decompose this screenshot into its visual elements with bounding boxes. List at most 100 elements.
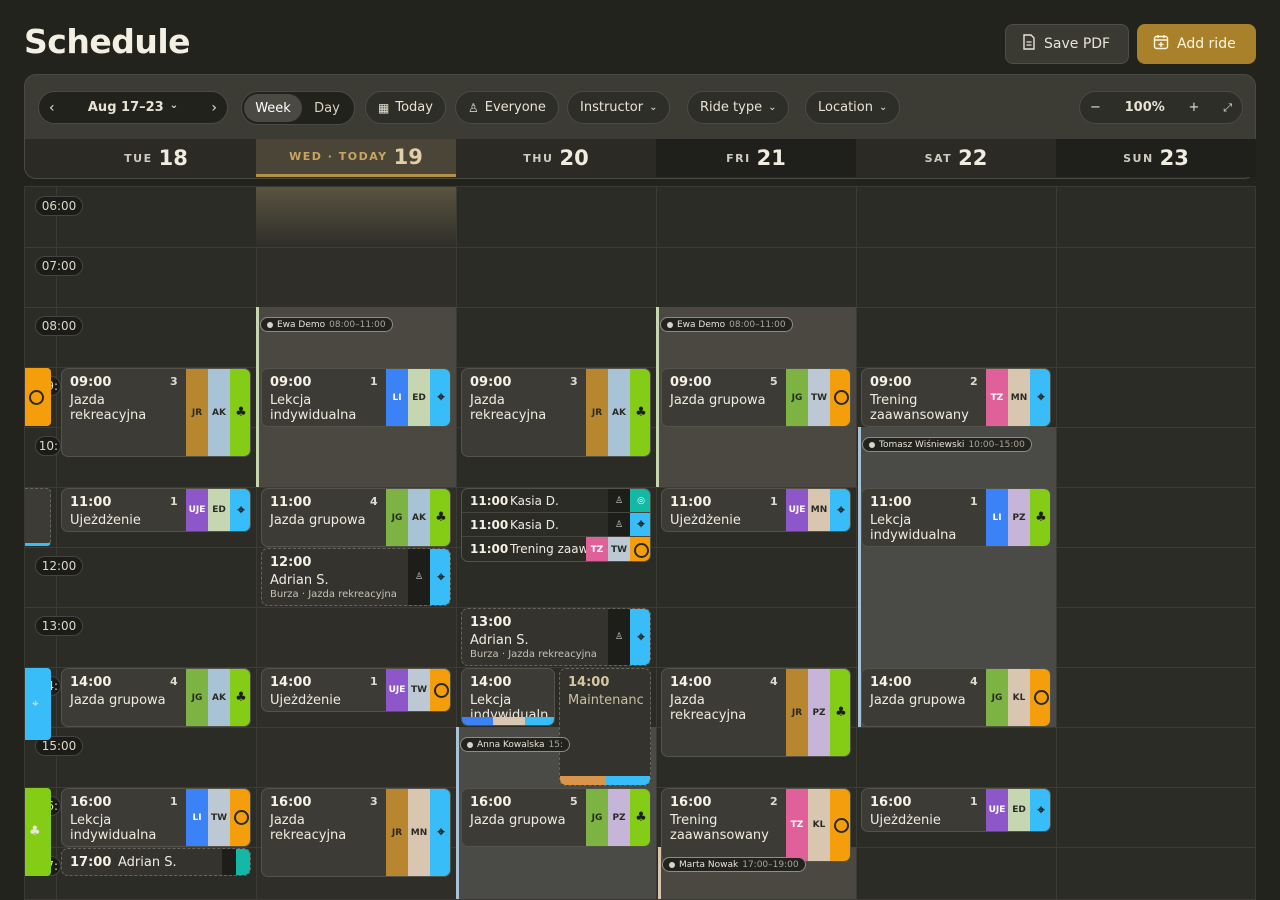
event-count: 1 bbox=[170, 795, 178, 808]
event-card[interactable]: 16:00 1 Ujeżdżenie UJE ED ⌖ bbox=[861, 788, 1051, 832]
event-card[interactable]: 16:00 5 Jazda grupowa JG PZ ♣ bbox=[461, 788, 651, 847]
event-card[interactable]: 14:00 Lekcja indywidualn bbox=[461, 668, 555, 726]
ride-type-filter[interactable]: Ride type ⌄ bbox=[687, 91, 790, 124]
location-strip: ♣ bbox=[230, 369, 250, 456]
expand-icon[interactable]: ⤢ bbox=[1223, 100, 1232, 114]
instructor-tag: JR bbox=[386, 789, 408, 876]
tab-day[interactable]: Day bbox=[314, 100, 340, 116]
event-card[interactable]: 11:00 1 Lekcja indywidualna LI PZ ♣ bbox=[861, 488, 1051, 547]
event-card[interactable]: 09:00 2 Trening zaawansowany TZ MN ⌖ bbox=[861, 368, 1051, 427]
event-fragment[interactable] bbox=[25, 488, 51, 546]
zoom-in-icon[interactable]: + bbox=[1188, 100, 1200, 115]
event-time: 14:00 bbox=[70, 675, 112, 690]
event-card[interactable]: 09:00 3 Jazda rekreacyjna JR AK ♣ bbox=[461, 368, 651, 457]
tree-icon: ♣ bbox=[235, 405, 247, 420]
event-time: 11:00 bbox=[470, 542, 509, 556]
everyone-filter[interactable]: ♙ Everyone bbox=[455, 91, 559, 124]
day-header-sat[interactable]: SAT 22 bbox=[856, 139, 1056, 177]
time-label: 15:00 bbox=[35, 736, 83, 756]
today-button[interactable]: ▦ Today bbox=[365, 91, 446, 124]
instructor-tag: ED bbox=[408, 369, 430, 426]
zoom-out-icon[interactable]: − bbox=[1090, 100, 1101, 115]
event-card[interactable]: 09:00 1 Lekcja indywidualna LI ED ⌖ bbox=[261, 368, 451, 427]
event-card[interactable]: 12:00 Adrian S. Burza · Jazda rekreacyjn… bbox=[261, 548, 451, 606]
availability-tag: Ewa Demo 08:00–11:00 bbox=[660, 317, 793, 332]
day-column[interactable] bbox=[56, 187, 256, 899]
event-count: 1 bbox=[370, 675, 378, 688]
instructor-tag: JG bbox=[186, 669, 208, 726]
target-icon: ◎ bbox=[637, 495, 645, 506]
event-time: 14:00 bbox=[270, 675, 312, 690]
instructor-tag: TW bbox=[208, 789, 230, 846]
event-time: 16:00 bbox=[270, 795, 312, 810]
instructor-filter[interactable]: Instructor ⌄ bbox=[567, 91, 671, 124]
add-ride-button[interactable]: Add ride bbox=[1137, 24, 1256, 64]
event-card[interactable]: 14:00 4 Jazda grupowa JG AK ♣ bbox=[61, 668, 251, 727]
day-header-tue[interactable]: TUE 18 bbox=[56, 139, 256, 177]
day-name: FRI bbox=[726, 151, 751, 165]
instructor-tag: TZ bbox=[786, 789, 808, 861]
event-card[interactable]: 17:00 Adrian S. bbox=[61, 848, 251, 876]
day-header-sun[interactable]: SUN 23 bbox=[1056, 139, 1256, 177]
event-row[interactable]: 11:00 Kasia D. ♙ ◎ bbox=[462, 489, 650, 513]
event-card[interactable]: 16:00 2 Trening zaawansowany TZ KL bbox=[661, 788, 851, 862]
location-filter[interactable]: Location ⌄ bbox=[805, 91, 901, 124]
event-fragment[interactable]: ⌖ bbox=[25, 668, 51, 740]
event-count: 4 bbox=[770, 675, 778, 688]
day-column[interactable] bbox=[656, 187, 856, 899]
chevron-right-icon[interactable]: › bbox=[211, 99, 217, 116]
location-pin-icon: ⌖ bbox=[437, 569, 445, 585]
event-card[interactable]: 13:00 Adrian S. Burza · Jazda rekreacyjn… bbox=[461, 608, 651, 666]
event-card[interactable]: 14:00 1 Ujeżdżenie UJE TW bbox=[261, 668, 451, 712]
tab-week[interactable]: Week bbox=[244, 94, 302, 122]
day-column[interactable] bbox=[1056, 187, 1255, 899]
event-fragment[interactable] bbox=[25, 368, 51, 426]
location-pin-icon: ⌖ bbox=[1037, 390, 1045, 405]
location-strip: ♣ bbox=[630, 789, 650, 846]
now-highlight bbox=[256, 187, 456, 247]
instructor-tag: TW bbox=[808, 369, 830, 426]
event-card[interactable]: 14:00 4 Jazda rekreacyjna JR PZ ♣ bbox=[661, 668, 851, 757]
day-column[interactable] bbox=[856, 187, 1056, 899]
event-title: Jazda grupowa bbox=[70, 693, 166, 708]
instructor-tag: ED bbox=[1008, 789, 1030, 831]
day-header-fri[interactable]: FRI 21 bbox=[656, 139, 856, 177]
event-title: Ujeżdżenie bbox=[270, 693, 341, 708]
hour-line bbox=[25, 247, 1255, 248]
event-title: Adrian S. bbox=[470, 633, 529, 648]
date-range-picker[interactable]: ‹ Aug 17–23 ⌄ › bbox=[38, 91, 228, 124]
event-card[interactable]: 16:00 1 Lekcja indywidualna LI TW bbox=[61, 788, 251, 847]
event-card[interactable]: 16:00 3 Jazda rekreacyjna JR MN ⌖ bbox=[261, 788, 451, 877]
event-card[interactable]: 09:00 5 Jazda grupowa JG TW bbox=[661, 368, 851, 427]
event-card[interactable]: 14:00 4 Jazda grupowa JG KL bbox=[861, 668, 1051, 727]
event-fragment[interactable]: ♣ bbox=[25, 788, 51, 876]
event-card[interactable]: 11:00 1 Ujeżdżenie UJE MN ⌖ bbox=[661, 488, 851, 532]
day-header-thu[interactable]: THU 20 bbox=[456, 139, 656, 177]
day-header-row: TUE 18 WED · TODAY 19 THU 20 FRI 21 SAT 22 SU… bbox=[24, 139, 1256, 179]
event-time: 11:00 bbox=[70, 495, 112, 510]
event-card[interactable]: 11:00 1 Ujeżdżenie UJE ED ⌖ bbox=[61, 488, 251, 532]
event-time: 11:00 bbox=[470, 494, 509, 508]
event-card[interactable]: 09:00 3 Jazda rekreacyjna JR AK ♣ bbox=[61, 368, 251, 457]
toolbar: ‹ Aug 17–23 ⌄ › Week Day ▦ Today ♙ Everyone… bbox=[24, 74, 1256, 140]
person-icon: ♙ bbox=[614, 495, 624, 506]
location-pin-icon: ⌖ bbox=[637, 629, 645, 645]
event-card[interactable]: 14:00 Maintenanc bbox=[559, 668, 651, 786]
event-card[interactable]: 11:00 4 Jazda grupowa JG AK ♣ bbox=[261, 488, 451, 547]
location-strip: ⌖ bbox=[430, 369, 450, 426]
day-number: 22 bbox=[958, 146, 988, 170]
location-strip: ⌖ bbox=[830, 489, 850, 531]
chevron-down-icon: ⌄ bbox=[878, 102, 888, 113]
day-name: TUE bbox=[124, 151, 153, 165]
event-count: 5 bbox=[570, 795, 578, 808]
event-row[interactable]: 11:00 Trening zaaw TZ TW bbox=[462, 537, 650, 561]
instructor-tag: JG bbox=[586, 789, 608, 846]
save-pdf-button[interactable]: Save PDF bbox=[1005, 24, 1129, 64]
zoom-level: 100% bbox=[1124, 100, 1165, 115]
day-header-wed[interactable]: WED · TODAY 19 bbox=[256, 139, 456, 177]
day-column[interactable] bbox=[456, 187, 656, 899]
chevron-left-icon[interactable]: ‹ bbox=[49, 99, 55, 116]
location-pin-icon: ⌖ bbox=[1037, 802, 1045, 818]
event-row[interactable]: 11:00 Kasia D. ♙ ⌖ bbox=[462, 513, 650, 537]
time-label: 12:00 bbox=[35, 556, 83, 576]
